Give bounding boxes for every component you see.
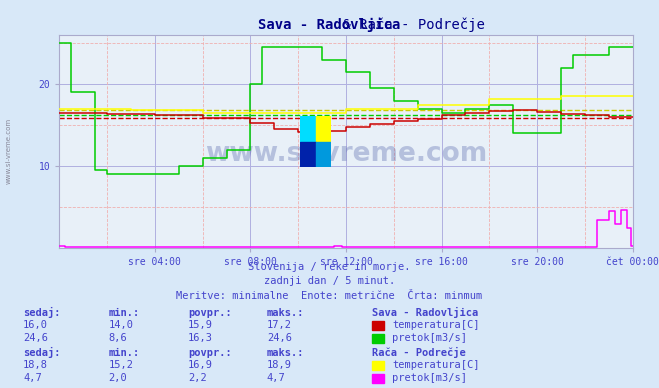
Text: 15,9: 15,9 [188, 320, 213, 330]
Text: povpr.:: povpr.: [188, 308, 231, 318]
Text: temperatura[C]: temperatura[C] [392, 360, 480, 370]
Text: 16,0: 16,0 [23, 320, 48, 330]
Text: Sava - Radovljica: Sava - Radovljica [258, 18, 401, 32]
Text: 24,6: 24,6 [267, 333, 292, 343]
Text: www.si-vreme.com: www.si-vreme.com [5, 118, 12, 184]
Text: zadnji dan / 5 minut.: zadnji dan / 5 minut. [264, 276, 395, 286]
Text: sedaj:: sedaj: [23, 347, 61, 358]
Text: www.si-vreme.com: www.si-vreme.com [205, 141, 487, 168]
Text: 2,0: 2,0 [109, 373, 127, 383]
Text: maks.:: maks.: [267, 348, 304, 358]
Text: Sava - Radovljica: Sava - Radovljica [372, 307, 478, 318]
Text: 4,7: 4,7 [267, 373, 285, 383]
Text: 18,8: 18,8 [23, 360, 48, 370]
Text: maks.:: maks.: [267, 308, 304, 318]
Text: 14,0: 14,0 [109, 320, 134, 330]
Text: 8,6: 8,6 [109, 333, 127, 343]
Bar [300, 142, 316, 167]
Text: & Rača - Podrečje: & Rača - Podrečje [175, 18, 484, 33]
Bar [316, 116, 331, 142]
Text: pretok[m3/s]: pretok[m3/s] [392, 373, 467, 383]
Text: 18,9: 18,9 [267, 360, 292, 370]
Text: temperatura[C]: temperatura[C] [392, 320, 480, 330]
Text: 24,6: 24,6 [23, 333, 48, 343]
Text: Slovenija / reke in morje.: Slovenija / reke in morje. [248, 262, 411, 272]
Text: 2,2: 2,2 [188, 373, 206, 383]
Bar [316, 142, 331, 167]
Text: 17,2: 17,2 [267, 320, 292, 330]
Bar [300, 116, 316, 142]
Text: 16,9: 16,9 [188, 360, 213, 370]
Text: 16,3: 16,3 [188, 333, 213, 343]
Text: 15,2: 15,2 [109, 360, 134, 370]
Text: povpr.:: povpr.: [188, 348, 231, 358]
Text: pretok[m3/s]: pretok[m3/s] [392, 333, 467, 343]
Text: sedaj:: sedaj: [23, 307, 61, 318]
Text: min.:: min.: [109, 348, 140, 358]
Text: Meritve: minimalne  Enote: metrične  Črta: minmum: Meritve: minimalne Enote: metrične Črta:… [177, 291, 482, 301]
Text: Rača - Podrečje: Rača - Podrečje [372, 347, 466, 358]
Text: min.:: min.: [109, 308, 140, 318]
Text: 4,7: 4,7 [23, 373, 42, 383]
